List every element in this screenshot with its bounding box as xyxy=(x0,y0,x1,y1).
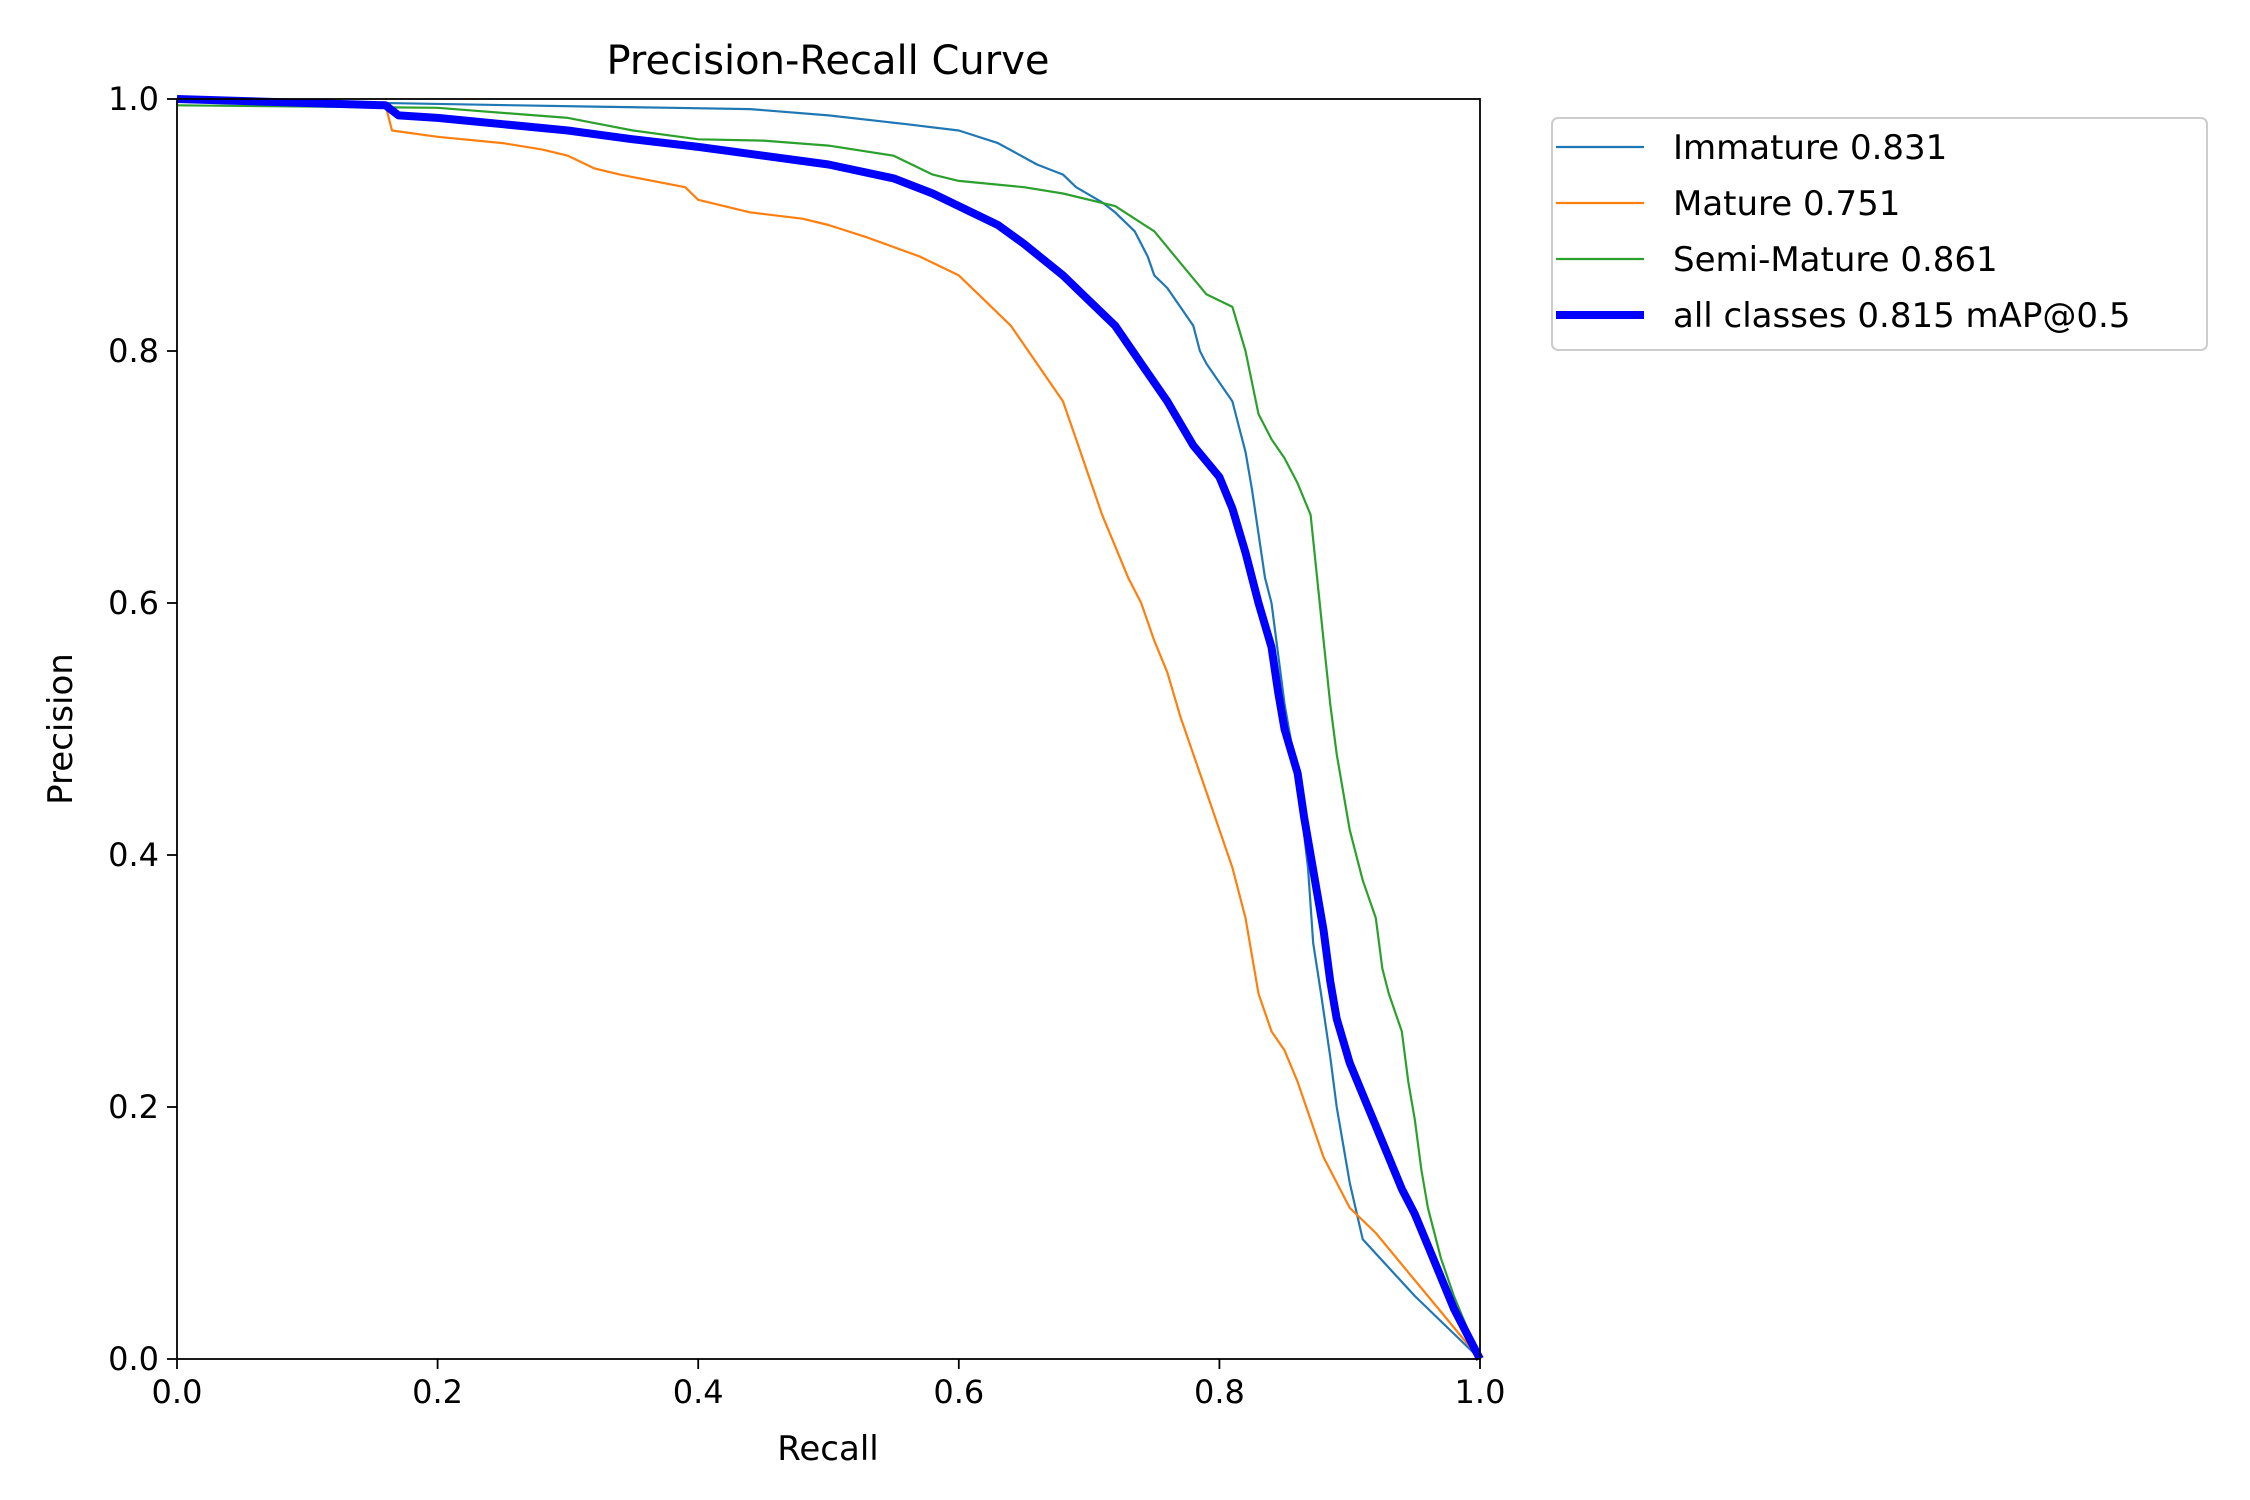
y-tick-label: 0.6 xyxy=(108,584,159,622)
series-line-1 xyxy=(176,97,1481,1360)
legend-label-0: Immature 0.831 xyxy=(1673,128,1947,168)
x-tick-label: 1.0 xyxy=(1455,1373,1506,1411)
x-tick-label: 0.4 xyxy=(673,1373,724,1411)
y-axis-label: Precision xyxy=(41,653,81,805)
y-axis-ticks: 0.0 0.2 0.4 0.6 0.8 1.0 xyxy=(108,80,177,1378)
legend-entries: Immature 0.831 Mature 0.751 Semi-Mature 0.… xyxy=(1556,128,2130,336)
y-tick-label: 0.4 xyxy=(108,836,159,874)
x-tick-label: 0.6 xyxy=(933,1373,984,1411)
legend-label-3: all classes 0.815 mAP@0.5 xyxy=(1673,296,2130,336)
x-axis-ticks: 0.0 0.2 0.4 0.6 0.8 1.0 xyxy=(152,1359,1506,1411)
legend-frame xyxy=(1551,117,2208,351)
legend-label-1: Mature 0.751 xyxy=(1673,184,1900,224)
y-tick-label: 0.2 xyxy=(108,1088,159,1126)
legend: Immature 0.831 Mature 0.751 Semi-Mature 0.… xyxy=(1551,117,2208,351)
x-tick-label: 0.0 xyxy=(152,1373,203,1411)
series-layer xyxy=(176,95,1484,1361)
plot-frame xyxy=(176,98,1481,1360)
x-tick-label: 0.8 xyxy=(1194,1373,1245,1411)
y-tick-label: 0.8 xyxy=(108,332,159,370)
x-tick-label: 0.2 xyxy=(412,1373,463,1411)
x-axis-label: Recall xyxy=(777,1429,878,1469)
y-tick-label: 0.0 xyxy=(108,1340,159,1378)
y-tick-label: 1.0 xyxy=(108,80,159,118)
series-line-0 xyxy=(176,97,1481,1360)
legend-label-2: Semi-Mature 0.861 xyxy=(1673,240,1998,280)
series-line-3 xyxy=(176,95,1484,1361)
chart-title: Precision-Recall Curve xyxy=(607,38,1050,84)
series-line-2 xyxy=(176,104,1482,1360)
